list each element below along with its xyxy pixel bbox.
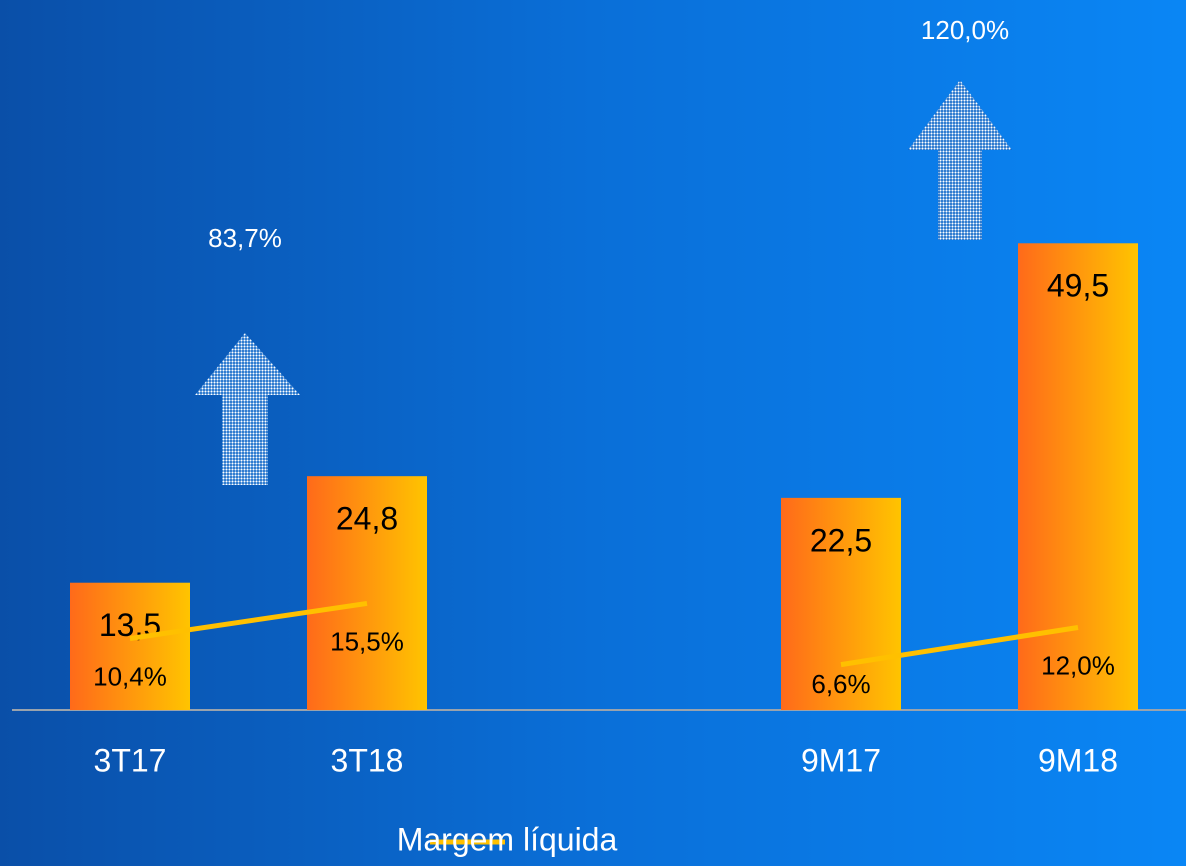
line-value-label: 10,4%: [93, 661, 167, 691]
line-value-label: 12,0%: [1041, 650, 1115, 680]
line-value-label: 15,5%: [330, 626, 404, 656]
bar: [1018, 243, 1138, 711]
annotation: 83,7%: [208, 223, 282, 253]
x-tick-label: 3T17: [94, 742, 167, 778]
bar: [307, 476, 427, 710]
bar-value-label: 24,8: [336, 501, 398, 537]
line: [840, 625, 1079, 668]
line: [129, 600, 368, 641]
x-tick-label: 9M17: [801, 742, 881, 778]
legend-label: Margem líquida: [397, 821, 618, 857]
bar: [781, 497, 901, 710]
line-value-label: 6,6%: [811, 669, 870, 699]
arrow: [908, 80, 1012, 240]
x-tick-label: 9M18: [1038, 742, 1118, 778]
bar-value-label: 22,5: [810, 522, 872, 558]
x-tick-label: 3T18: [331, 742, 404, 778]
bar-value-label: 49,5: [1047, 268, 1109, 304]
arrow: [195, 333, 300, 485]
annotation: 120,0%: [921, 15, 1009, 45]
bar: [70, 582, 190, 710]
